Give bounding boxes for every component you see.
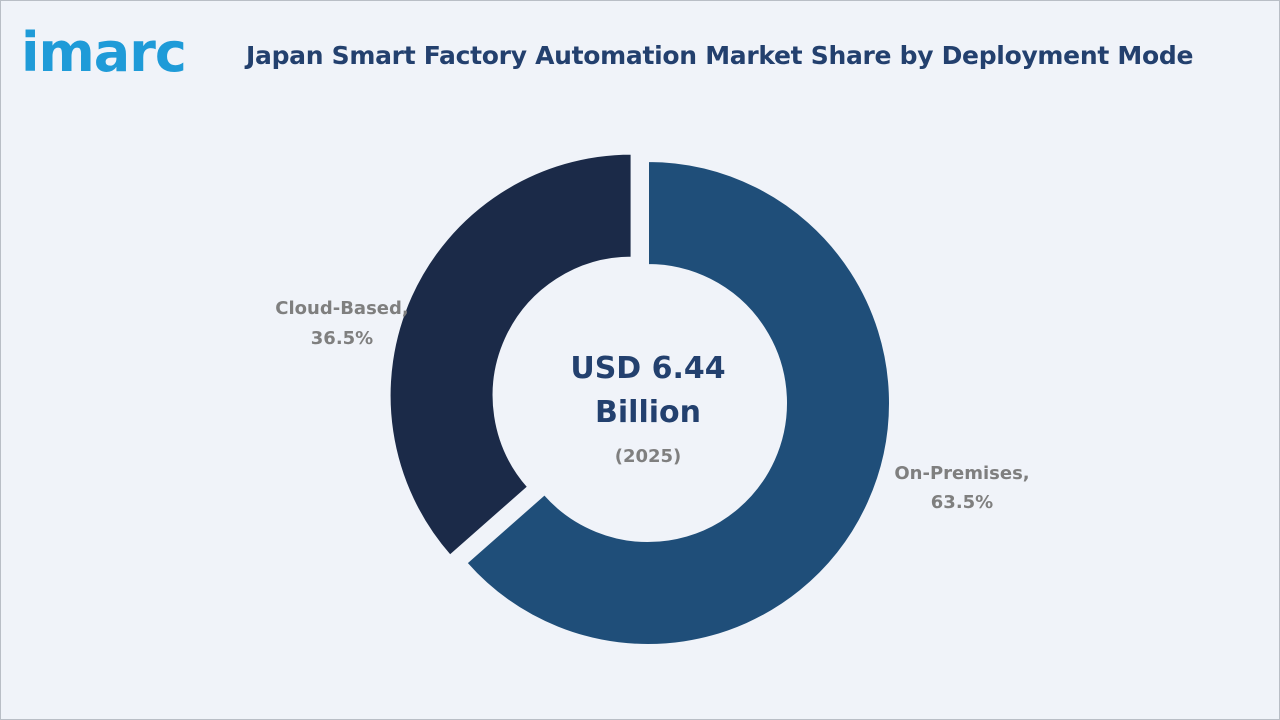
slice-label-on-premises-name: On-Premises, <box>894 463 1029 484</box>
slice-cloud-based <box>388 152 633 558</box>
slice-on-premises <box>465 159 891 646</box>
donut-slices <box>388 152 891 646</box>
slice-labels: On-Premises, 63.5% Cloud-Based, 36.5% <box>275 298 1029 513</box>
imarc-logo-text: imarc <box>21 21 186 79</box>
center-year: (2025) <box>615 446 682 467</box>
slice-label-cloud-based-name: Cloud-Based, <box>275 298 408 319</box>
center-value-line2: Billion <box>595 395 701 430</box>
slice-label-cloud-based-value: 36.5% <box>311 328 373 349</box>
imarc-logo: imarc <box>21 21 187 79</box>
center-summary: USD 6.44 Billion (2025) <box>570 351 725 467</box>
chart-title: Japan Smart Factory Automation Market Sh… <box>246 41 1194 70</box>
center-value-line1: USD 6.44 <box>570 351 725 386</box>
slice-label-on-premises-value: 63.5% <box>931 492 993 513</box>
